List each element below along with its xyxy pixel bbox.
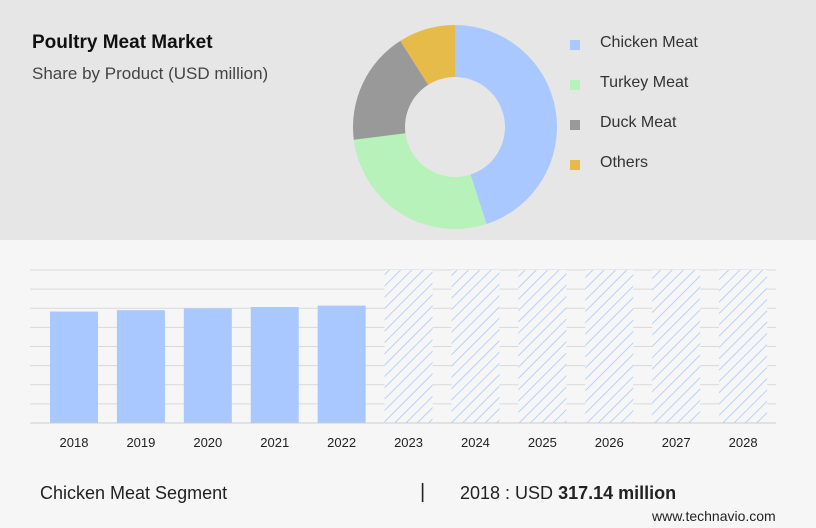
legend-label: Turkey Meat <box>600 74 689 91</box>
donut-slice-others <box>400 25 455 85</box>
bar-2020 <box>183 308 232 423</box>
legend-swatch <box>570 40 580 50</box>
x-tick-label: 2023 <box>394 435 423 450</box>
bar-2028 <box>719 270 768 423</box>
legend-swatch <box>570 120 580 130</box>
x-tick-label: 2019 <box>126 435 155 450</box>
donut-chart <box>353 25 558 230</box>
bar-2022 <box>317 305 366 423</box>
donut-slice-chicken-meat <box>455 25 558 225</box>
site-link[interactable]: www.technavio.com <box>652 508 776 524</box>
bar-2025 <box>518 270 567 423</box>
bar-chart: 2018 2019 2020 2021 2022 2023 2024 2025 2026 2027… <box>30 269 776 450</box>
legend-swatch <box>570 160 580 170</box>
legend-label: Others <box>600 154 649 171</box>
x-tick-label: 2020 <box>193 435 222 450</box>
x-tick-label: 2027 <box>662 435 691 450</box>
x-tick-label: 2024 <box>461 435 490 450</box>
value-prefix: 2018 : USD <box>460 483 554 503</box>
x-tick-label: 2018 <box>60 435 89 450</box>
x-tick-label: 2026 <box>595 435 624 450</box>
x-tick-label: 2022 <box>327 435 356 450</box>
chart-title: Poultry Meat Market <box>32 32 213 53</box>
x-tick-label: 2025 <box>528 435 557 450</box>
bar-2021 <box>250 307 299 423</box>
legend-label: Chicken Meat <box>600 34 698 51</box>
donut-slice-turkey-meat <box>353 133 487 230</box>
bar-2026 <box>585 270 634 423</box>
bar-2018 <box>50 311 98 423</box>
value-amount: 317.14 million <box>558 483 677 503</box>
x-tick-label: 2021 <box>260 435 289 450</box>
bar-2023 <box>384 270 433 423</box>
donut-slice-duck-meat <box>353 40 429 140</box>
bar-2019 <box>116 310 165 423</box>
footer-separator: | <box>420 481 426 503</box>
bar-2027 <box>652 270 701 423</box>
legend-label: Duck Meat <box>600 114 677 131</box>
bar-2024 <box>451 270 500 423</box>
legend-swatch <box>570 80 580 90</box>
x-tick-label: 2028 <box>729 435 758 450</box>
chart-subtitle: Share by Product (USD million) <box>32 64 269 83</box>
segment-label: Chicken Meat Segment <box>40 483 228 503</box>
segment-value: 2018 : USD 317.14 million <box>460 483 676 504</box>
